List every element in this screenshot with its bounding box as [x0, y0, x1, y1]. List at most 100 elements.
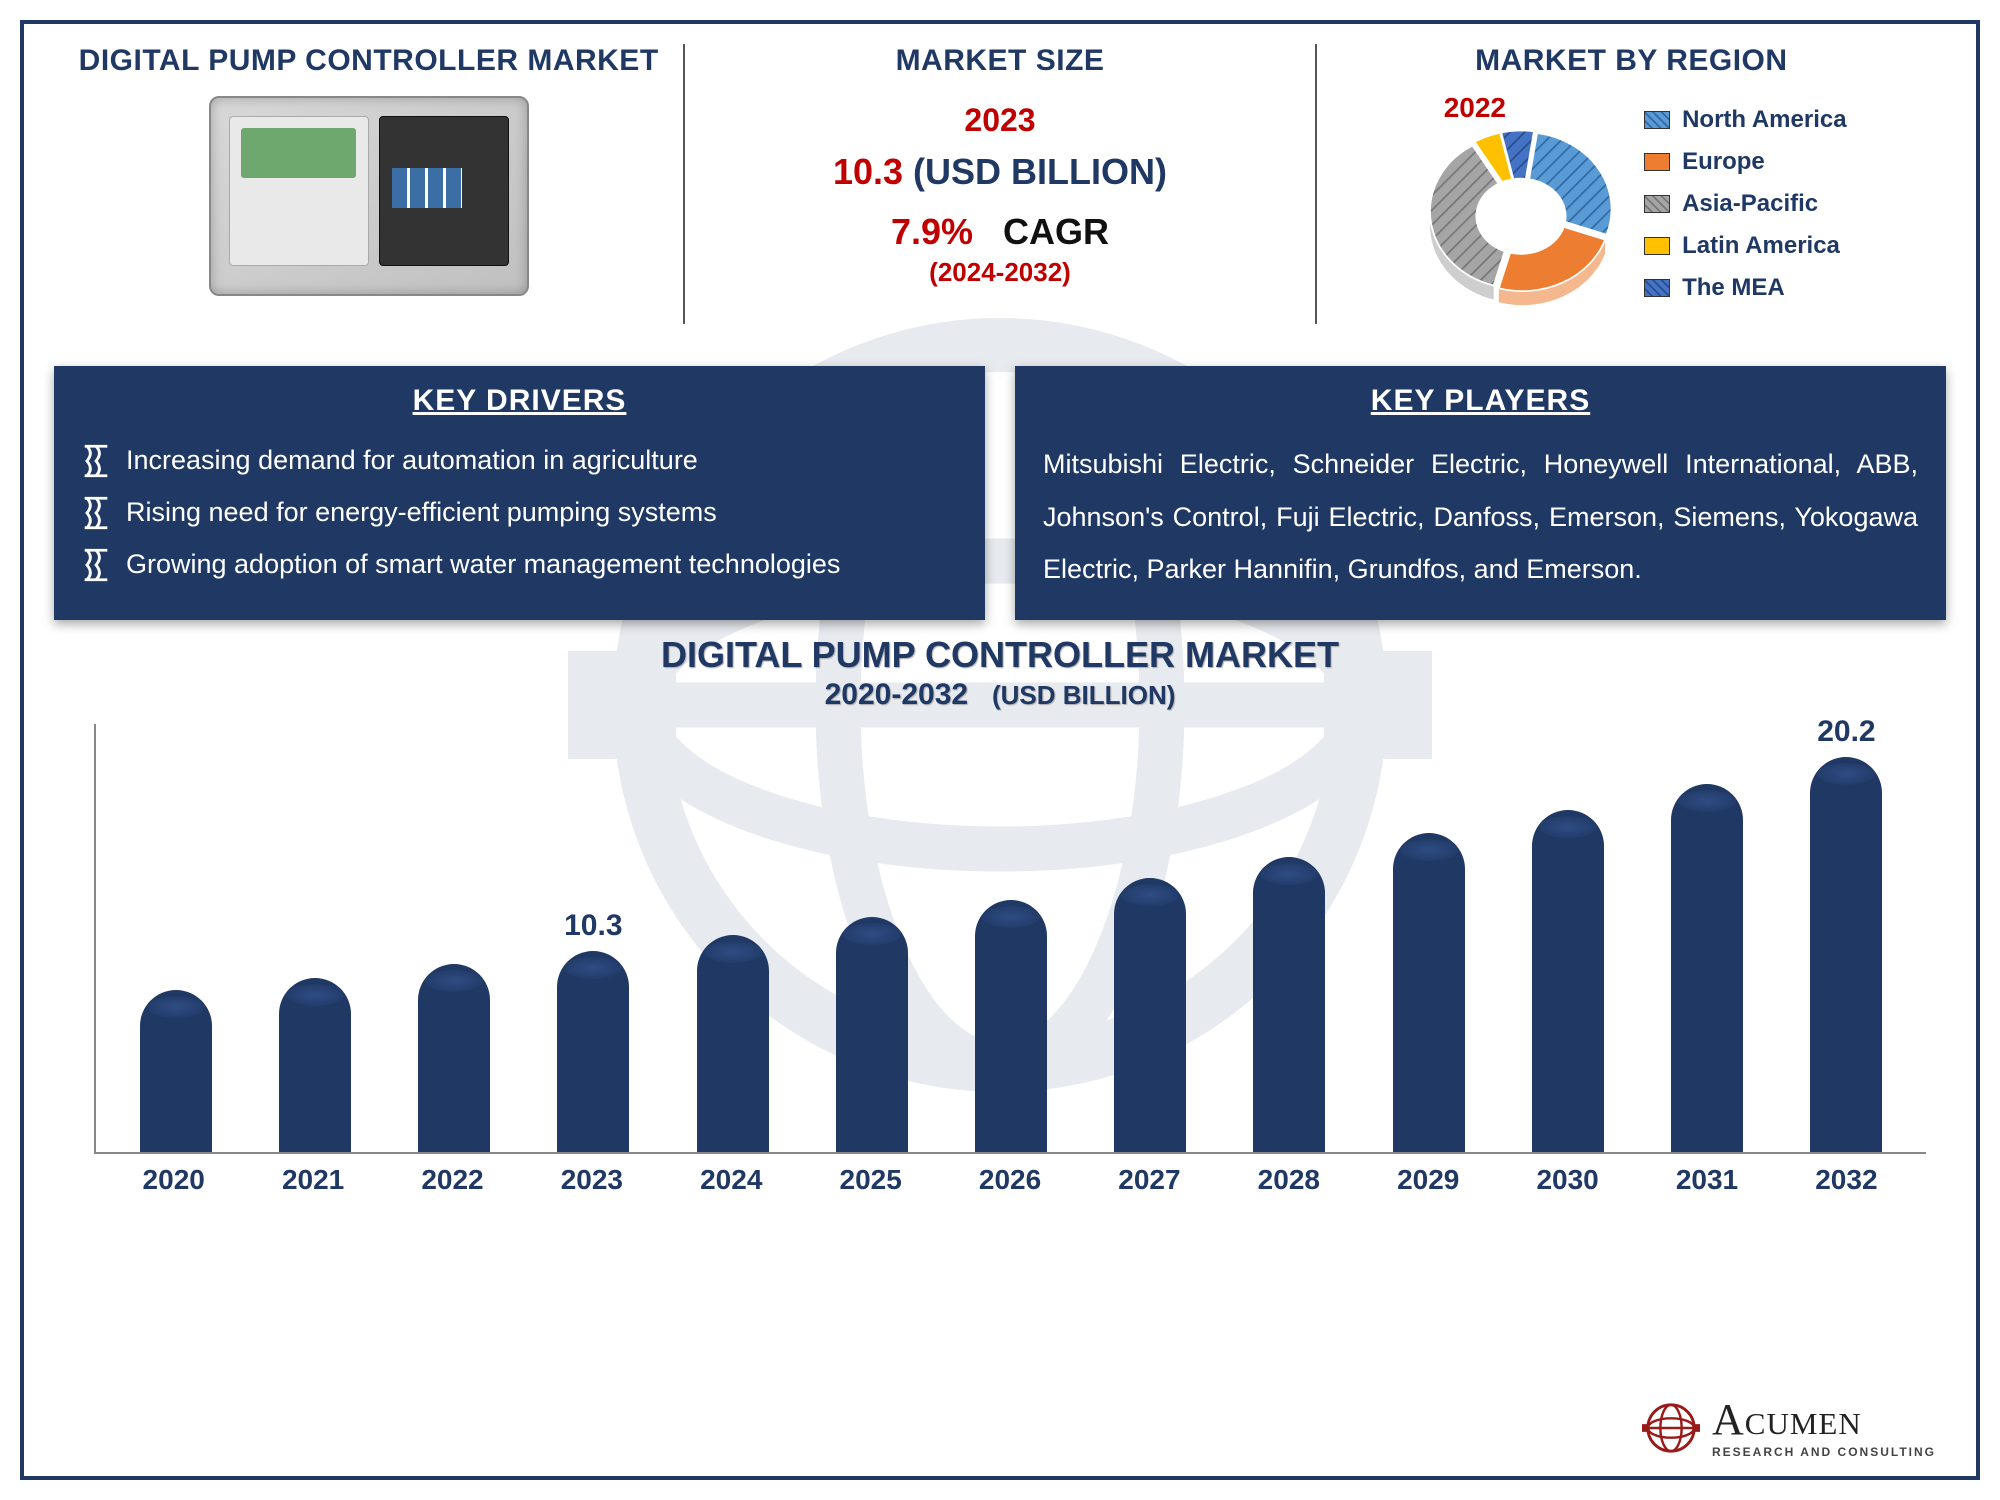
key-drivers-title: KEY DRIVERS	[82, 384, 957, 418]
cagr-value: 7.9%	[891, 211, 973, 252]
bar-wrap	[663, 935, 802, 1152]
x-label: 2028	[1219, 1164, 1358, 1196]
key-players-box: KEY PLAYERS Mitsubishi Electric, Schneid…	[1015, 366, 1946, 620]
market-size-year: 2023	[964, 102, 1035, 139]
key-players-title: KEY PLAYERS	[1043, 384, 1918, 418]
legend-label: Asia-Pacific	[1682, 190, 1818, 218]
x-label: 2029	[1359, 1164, 1498, 1196]
driver-item: Rising need for energy-efficient pumping…	[82, 490, 957, 536]
legend-label: Europe	[1682, 148, 1765, 176]
x-label: 2030	[1498, 1164, 1637, 1196]
key-players-text: Mitsubishi Electric, Schneider Electric,…	[1043, 438, 1918, 596]
bar-wrap: 20.2	[1777, 757, 1916, 1152]
bar-chart-section: DIGITAL PUMP CONTROLLER MARKET 2020-2032…	[54, 634, 1946, 1196]
bar-wrap	[245, 978, 384, 1152]
cagr-line: 7.9% CAGR	[891, 211, 1109, 253]
bar-wrap	[1081, 878, 1220, 1152]
bar	[418, 964, 490, 1152]
legend-item: The MEA	[1644, 274, 1846, 302]
legend-item: Latin America	[1644, 232, 1846, 260]
chart-title-line2: 2020-2032 (USD BILLION)	[54, 678, 1946, 712]
legend-swatch	[1644, 279, 1670, 297]
bar	[975, 900, 1047, 1152]
bar-value-label: 20.2	[1817, 715, 1875, 749]
bars-container: 10.3 20.2	[96, 724, 1926, 1152]
chart-unit: (USD BILLION)	[992, 680, 1175, 710]
x-label: 2031	[1637, 1164, 1776, 1196]
key-drivers-box: KEY DRIVERS Increasing demand for automa…	[54, 366, 985, 620]
driver-text: Rising need for energy-efficient pumping…	[126, 490, 717, 536]
chart-plot-area: 10.3 20.2	[94, 724, 1926, 1154]
legend-label: North America	[1682, 106, 1846, 134]
brand-logo: Acumen RESEARCH AND CONSULTING	[1642, 1398, 1936, 1458]
bar	[697, 935, 769, 1152]
logo-name: Acumen	[1712, 1398, 1936, 1442]
x-label: 2020	[104, 1164, 243, 1196]
legend-item: Europe	[1644, 148, 1846, 176]
bullet-icon	[82, 548, 110, 582]
bar	[557, 951, 629, 1152]
driver-item: Growing adoption of smart water manageme…	[82, 542, 957, 588]
bar-wrap	[802, 917, 941, 1152]
drivers-list: Increasing demand for automation in agri…	[82, 438, 957, 588]
driver-text: Increasing demand for automation in agri…	[126, 438, 698, 484]
x-label: 2032	[1777, 1164, 1916, 1196]
x-label: 2023	[522, 1164, 661, 1196]
bar-wrap	[941, 900, 1080, 1152]
bar-wrap	[106, 990, 245, 1152]
x-label: 2026	[940, 1164, 1079, 1196]
product-image	[209, 96, 529, 296]
logo-tagline: RESEARCH AND CONSULTING	[1712, 1446, 1936, 1458]
logo-text: Acumen RESEARCH AND CONSULTING	[1712, 1398, 1936, 1458]
region-year: 2022	[1444, 92, 1506, 124]
center-title: MARKET SIZE	[896, 44, 1105, 78]
bar-wrap: 10.3	[524, 951, 663, 1152]
bar	[140, 990, 212, 1152]
bar-wrap	[1498, 810, 1637, 1152]
legend-label: The MEA	[1682, 274, 1785, 302]
bar	[836, 917, 908, 1152]
x-axis-labels: 2020202120222023202420252026202720282029…	[94, 1164, 1926, 1196]
bar	[279, 978, 351, 1152]
legend-swatch	[1644, 153, 1670, 171]
legend-label: Latin America	[1682, 232, 1840, 260]
bar	[1532, 810, 1604, 1152]
bar-wrap	[1638, 784, 1777, 1151]
top-row: DIGITAL PUMP CONTROLLER MARKET MARKET SI…	[54, 44, 1946, 354]
top-center-col: MARKET SIZE 2023 10.3 (USD BILLION) 7.9%…	[683, 44, 1316, 324]
market-size-value-line: 10.3 (USD BILLION)	[833, 151, 1167, 193]
x-label: 2027	[1080, 1164, 1219, 1196]
bar-wrap	[1359, 833, 1498, 1152]
x-label: 2024	[662, 1164, 801, 1196]
x-label: 2022	[383, 1164, 522, 1196]
infographic-frame: DIGITAL PUMP CONTROLLER MARKET MARKET SI…	[20, 20, 1980, 1480]
legend-swatch	[1644, 195, 1670, 213]
region-donut-chart	[1416, 106, 1626, 316]
legend-item: North America	[1644, 106, 1846, 134]
bar	[1114, 878, 1186, 1152]
legend-swatch	[1644, 111, 1670, 129]
driver-text: Growing adoption of smart water manageme…	[126, 542, 840, 588]
bar	[1671, 784, 1743, 1151]
bullet-icon	[82, 444, 110, 478]
bar-wrap	[1220, 857, 1359, 1152]
x-label: 2021	[243, 1164, 382, 1196]
bar-value-label: 10.3	[564, 909, 622, 943]
legend-swatch	[1644, 237, 1670, 255]
chart-years-range: 2020-2032	[825, 678, 968, 711]
x-label: 2025	[801, 1164, 940, 1196]
top-left-col: DIGITAL PUMP CONTROLLER MARKET	[54, 44, 683, 296]
bar-wrap	[384, 964, 523, 1152]
left-title: DIGITAL PUMP CONTROLLER MARKET	[79, 44, 659, 78]
market-size-value: 10.3	[833, 151, 903, 192]
cagr-label: CAGR	[1003, 211, 1109, 252]
bar	[1810, 757, 1882, 1152]
region-legend: North America Europe Asia-Pacific Latin Ame…	[1644, 106, 1846, 302]
region-content: North America Europe Asia-Pacific Latin Ame…	[1416, 106, 1846, 316]
logo-globe-icon	[1642, 1399, 1700, 1457]
bullet-icon	[82, 496, 110, 530]
top-right-col: MARKET BY REGION 2022	[1317, 44, 1946, 316]
mid-row: KEY DRIVERS Increasing demand for automa…	[54, 366, 1946, 620]
chart-title-line1: DIGITAL PUMP CONTROLLER MARKET	[54, 634, 1946, 676]
market-size-unit: (USD BILLION)	[913, 151, 1167, 192]
